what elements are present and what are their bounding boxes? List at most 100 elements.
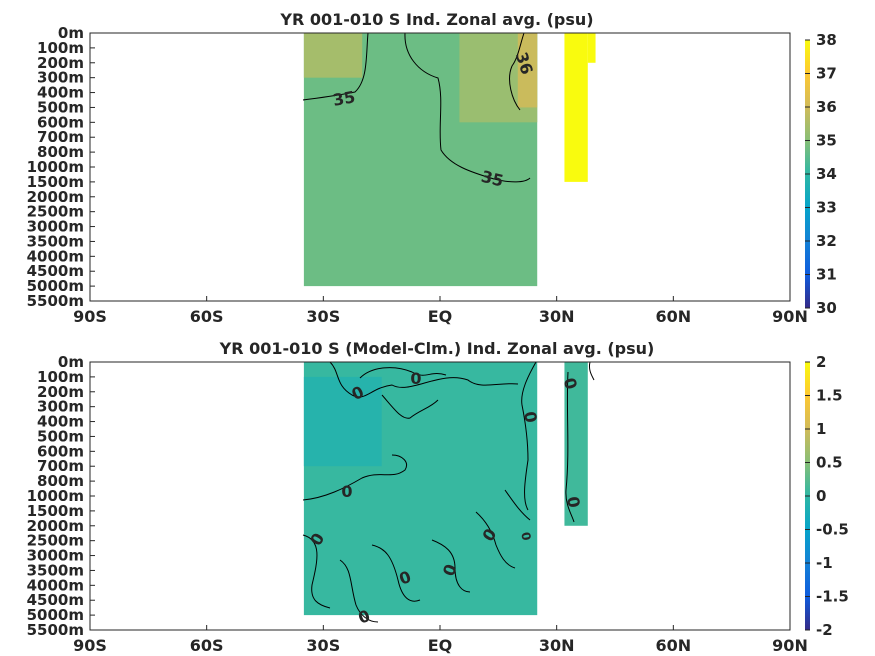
contour-line-zero (371, 544, 421, 602)
contour-line-35-north (404, 32, 531, 183)
y-tick-label: 700m (37, 128, 84, 146)
contour-line-zero (565, 371, 575, 523)
contour-label: 0 (520, 410, 541, 424)
field-region (587, 33, 596, 63)
anomaly-panel: YR 001-010 S (Model-Clm.) Ind. Zonal avg… (27, 339, 849, 655)
colorbar-tick-label: 36 (816, 98, 837, 116)
contour-line-zero (504, 489, 531, 521)
contour-line-zero (302, 454, 407, 501)
colorbar-tick-label: 33 (816, 199, 837, 217)
y-tick-label: 2500m (27, 532, 84, 550)
x-axis: 90S 60S 30S EQ 30N 60N 90N (73, 625, 808, 655)
colorbar-tick-label: 2 (816, 353, 826, 371)
contour-line-zero (381, 394, 439, 419)
x-axis: 90S 60S 30S EQ 30N 60N 90N (73, 296, 808, 326)
field-region (303, 33, 363, 78)
contour-line-zero (521, 361, 537, 511)
y-tick-label: 3500m (27, 561, 84, 579)
x-tick-label: 90S (73, 636, 107, 655)
chart-title: YR 001-010 S (Model-Clm.) Ind. Zonal avg… (219, 339, 655, 358)
x-tick-label: 90N (772, 636, 808, 655)
y-tick-label: 5500m (27, 292, 84, 310)
x-tick-label: 30N (539, 307, 575, 326)
contour-line-zero (339, 559, 379, 623)
y-tick-label: 4000m (27, 247, 84, 265)
y-tick-label: 100m (37, 368, 84, 386)
y-tick-label: 3000m (27, 218, 84, 236)
y-tick-label: 600m (37, 113, 84, 131)
contour-line-zero (359, 367, 447, 379)
contour-line-zero (589, 361, 595, 381)
colorbar-tick-label: -0.5 (816, 521, 849, 539)
y-tick-label: 0m (58, 353, 84, 371)
colorbar-ticks: 2 1.5 1 0.5 0 -0.5 -1 -1.5 -2 (805, 353, 849, 639)
y-tick-label: 4500m (27, 591, 84, 609)
y-tick-label: 200m (37, 383, 84, 401)
colorbar-tick-label: -2 (816, 621, 833, 639)
x-tick-label: 90S (73, 307, 107, 326)
field-region (564, 33, 588, 182)
contour-line-36 (509, 32, 525, 111)
y-tick-label: 1500m (27, 502, 84, 520)
x-tick-label: 30N (539, 636, 575, 655)
colorbar-tick-label: 34 (816, 165, 837, 183)
x-tick-label: EQ (428, 636, 453, 655)
x-tick-label: 30S (306, 636, 340, 655)
y-tick-label: 200m (37, 54, 84, 72)
contour-line-zero (475, 511, 516, 569)
field-region (303, 376, 382, 467)
y-tick-label: 1000m (27, 487, 84, 505)
y-tick-label: 1000m (27, 158, 84, 176)
contour-line-zero (329, 361, 519, 398)
colorbar-tick-label: 1 (816, 420, 826, 438)
x-tick-label: 90N (772, 307, 808, 326)
y-tick-label: 5500m (27, 621, 84, 639)
colorbar-tick-label: 32 (816, 232, 837, 250)
y-tick-label: 500m (37, 427, 84, 445)
y-tick-label: 300m (37, 69, 84, 87)
contour-label: 0 (410, 369, 421, 388)
y-tick-label: 700m (37, 457, 84, 475)
y-axis: 0m100m200m300m400m500m600m700m800m1000m1… (27, 24, 95, 310)
x-tick-label: EQ (428, 307, 453, 326)
y-tick-label: 5000m (27, 277, 84, 295)
x-tick-label: 60S (190, 636, 224, 655)
contour-label: 35 (479, 167, 505, 191)
y-tick-label: 3500m (27, 232, 84, 250)
y-tick-label: 400m (37, 84, 84, 102)
contour-label: 0 (518, 531, 533, 542)
field-region (564, 362, 588, 526)
colorbar-tick-label: 0 (816, 487, 826, 505)
x-tick-label: 60N (656, 307, 692, 326)
y-tick-label: 800m (37, 143, 84, 161)
colorbar-tick-label: -1.5 (816, 588, 849, 606)
colorbar-tick-label: 31 (816, 266, 837, 284)
y-tick-label: 400m (37, 413, 84, 431)
contour-label: 0 (560, 376, 581, 392)
colorbar-tick-label: 0.5 (816, 454, 843, 472)
y-axis: 0m100m200m300m400m500m600m700m800m1000m1… (27, 353, 95, 639)
y-tick-label: 5000m (27, 606, 84, 624)
y-tick-label: 4000m (27, 576, 84, 594)
colorbar-tick-label: 30 (816, 299, 837, 317)
y-tick-label: 2000m (27, 517, 84, 535)
y-tick-label: 300m (37, 398, 84, 416)
chart-title: YR 001-010 S Ind. Zonal avg. (psu) (279, 10, 593, 29)
x-tick-label: 60N (656, 636, 692, 655)
field-region (517, 33, 538, 108)
y-tick-label: 100m (37, 39, 84, 57)
colorbar-tick-label: 1.5 (816, 387, 843, 405)
contour-label: 0 (563, 495, 584, 509)
contour-label: 35 (331, 87, 356, 110)
x-tick-label: 30S (306, 307, 340, 326)
y-tick-label: 4500m (27, 262, 84, 280)
x-tick-label: 60S (190, 307, 224, 326)
colorbar-tick-label: -1 (816, 554, 833, 572)
y-tick-label: 0m (58, 24, 84, 42)
contour-line-zero (302, 534, 331, 609)
y-tick-label: 800m (37, 472, 84, 490)
y-tick-label: 500m (37, 98, 84, 116)
salinity-panel: YR 001-010 S Ind. Zonal avg. (psu) 35 35… (27, 10, 837, 326)
contour-label: 0 (341, 482, 352, 501)
